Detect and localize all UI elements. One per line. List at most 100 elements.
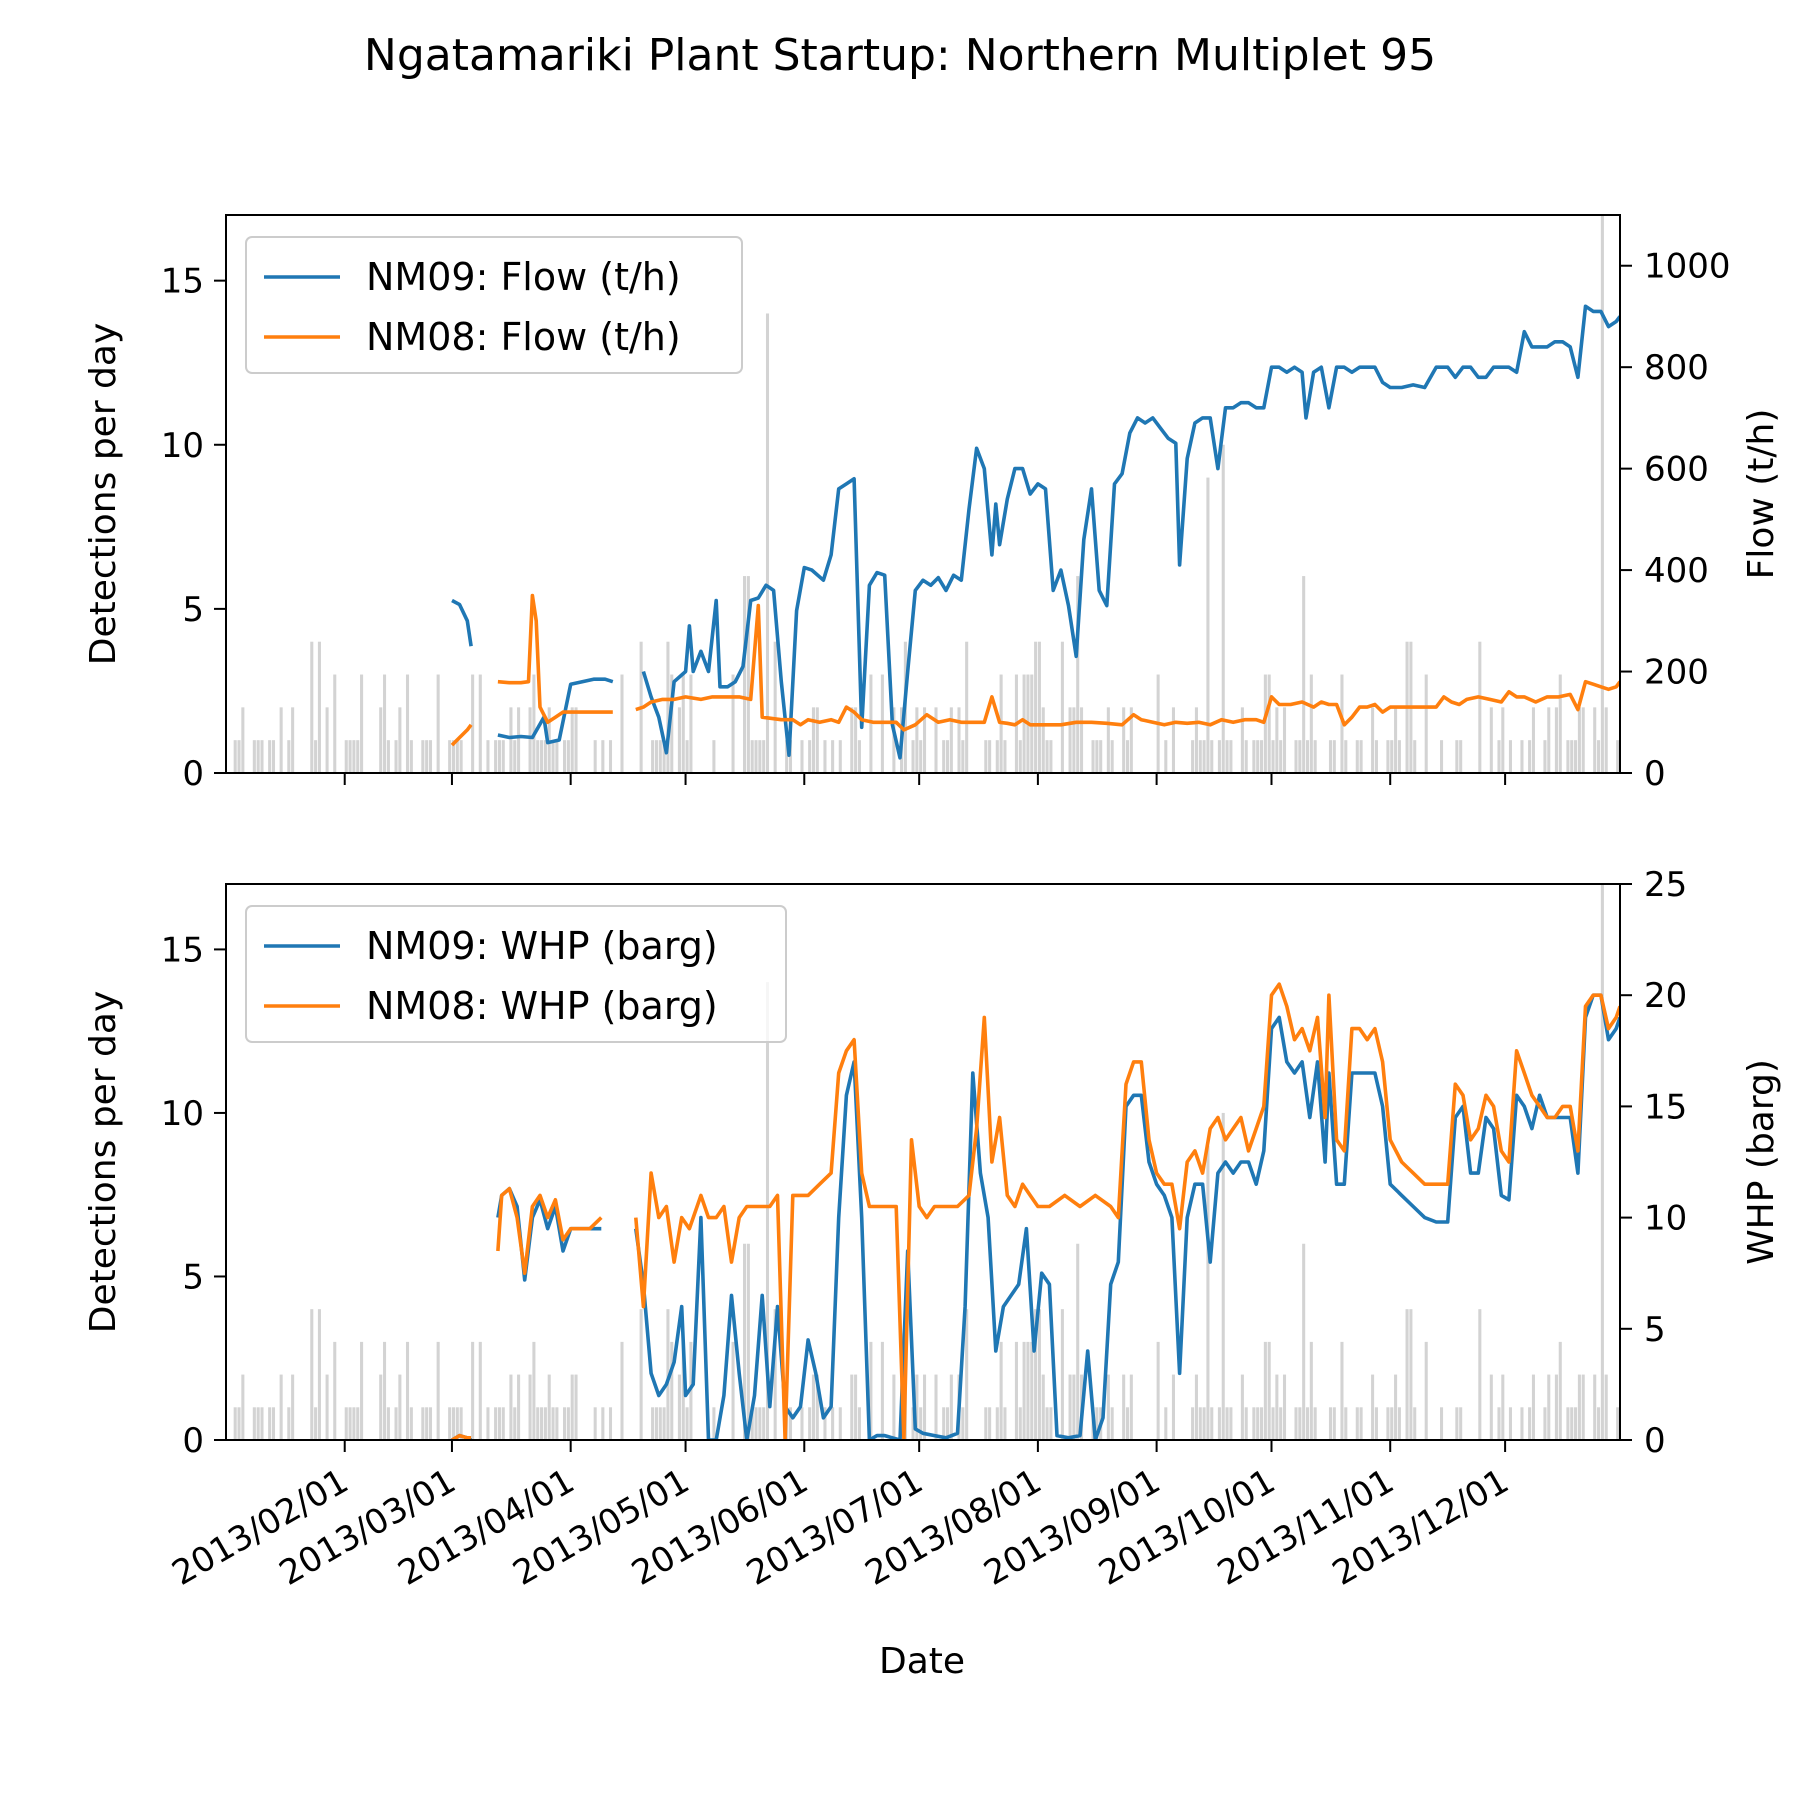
detection-bar: [513, 740, 517, 773]
detection-bar: [923, 707, 927, 773]
detection-bar: [1298, 1407, 1302, 1440]
detection-bar: [681, 674, 685, 773]
detection-bar: [965, 1309, 969, 1440]
detection-bar: [425, 1407, 429, 1440]
detection-bar: [325, 707, 329, 773]
detection-bar: [1260, 740, 1264, 773]
detection-bar: [919, 740, 923, 773]
detection-bar: [1332, 1407, 1336, 1440]
legend-box: [245, 905, 787, 1043]
detection-bar: [1520, 740, 1524, 773]
detection-bar: [857, 1407, 861, 1440]
right-tick-label: 10: [1644, 1199, 1687, 1239]
detection-bar: [838, 740, 842, 773]
detection-bar: [854, 1374, 858, 1440]
right-tick-label: 5: [1644, 1310, 1666, 1350]
detection-bar: [1302, 576, 1306, 773]
detection-bar: [601, 740, 605, 773]
detection-bar: [356, 1407, 360, 1440]
detection-bar: [608, 1407, 613, 1440]
detection-bar: [501, 1407, 505, 1440]
detection-bar: [1225, 740, 1229, 773]
detection-bar: [436, 1341, 440, 1440]
detection-bar: [662, 1407, 666, 1440]
detection-bar: [1263, 1341, 1267, 1440]
detection-bar: [961, 1407, 965, 1440]
detection-bar: [398, 1374, 402, 1440]
right-axis-label: Flow (t/h): [1741, 409, 1782, 580]
detection-bar: [1099, 740, 1103, 773]
left-tick-label: 15: [161, 262, 204, 302]
detection-bar: [1570, 740, 1574, 773]
detection-bar: [743, 576, 747, 773]
legend: NM09: Flow (t/h) NM08: Flow (t/h): [245, 236, 743, 374]
detection-bar: [1309, 1341, 1313, 1440]
detection-bar: [1267, 674, 1271, 773]
detection-bar: [1597, 1407, 1601, 1440]
detection-bar: [1217, 1407, 1221, 1440]
detection-bar: [823, 1407, 827, 1440]
detection-bar: [1076, 576, 1080, 773]
detection-bar: [287, 1407, 291, 1440]
series-lines: [451, 982, 1620, 1440]
detection-bar: [670, 674, 674, 773]
detection-bar: [1045, 740, 1049, 773]
detection-bar: [1034, 641, 1038, 773]
detection-bar: [1194, 1374, 1198, 1440]
detection-bar: [620, 1341, 624, 1440]
detection-bar: [1298, 740, 1302, 773]
detection-bar: [287, 740, 291, 773]
series-line-1: [635, 603, 1620, 732]
detection-bar: [1221, 444, 1225, 773]
detection-bar: [620, 674, 624, 773]
detection-bar: [658, 740, 662, 773]
detection-bar: [1244, 740, 1248, 773]
detection-bar: [880, 1341, 884, 1440]
detection-bar: [233, 1407, 237, 1440]
detection-bar: [788, 1407, 793, 1440]
detection-bar: [1390, 1407, 1394, 1440]
detection-bar: [268, 1407, 272, 1440]
detection-bar: [750, 1407, 754, 1440]
chart-title: Ngatamariki Plant Startup: Northern Mult…: [364, 30, 1436, 81]
detection-bar: [448, 740, 452, 773]
detection-bar: [1129, 1374, 1133, 1440]
detection-bar: [1328, 1407, 1333, 1440]
detection-bar: [451, 740, 456, 773]
detection-bar: [1060, 1309, 1064, 1440]
detection-bar: [1294, 1407, 1298, 1440]
detection-bar: [1371, 1374, 1375, 1440]
series-lines: [450, 304, 1620, 760]
detection-bar: [1263, 674, 1267, 773]
detection-bar: [1478, 1309, 1482, 1440]
detection-bar: [689, 674, 693, 773]
axes-frame: [225, 214, 1621, 774]
detection-bar: [1386, 740, 1390, 773]
detection-bar: [1577, 1374, 1581, 1440]
detection-bar: [1543, 1407, 1547, 1440]
right-tick-label: 20: [1644, 976, 1687, 1016]
detection-bar: [566, 740, 570, 773]
detection-bar: [961, 740, 965, 773]
series-line-1: [450, 723, 473, 747]
detections-bars: [233, 884, 1620, 1440]
detection-bar: [314, 1407, 318, 1440]
detection-bar: [471, 1341, 475, 1440]
detection-bar: [1581, 1374, 1585, 1440]
x-axis-label: Date: [879, 1641, 965, 1682]
detection-bar: [1003, 1407, 1007, 1440]
detection-bar: [1229, 1407, 1233, 1440]
detection-bar: [1501, 1374, 1505, 1440]
detection-bar: [1068, 1374, 1072, 1440]
detection-bar: [1191, 1407, 1195, 1440]
detection-bar: [593, 740, 597, 773]
detection-bar: [685, 1407, 689, 1440]
detection-bar: [945, 740, 950, 773]
detection-bar: [758, 740, 762, 773]
right-tick-label: 0: [1644, 1421, 1666, 1461]
detection-bar: [1030, 1341, 1034, 1440]
legend-label-1: NM08: WHP (barg): [366, 984, 718, 1028]
series-line-0: [634, 993, 1620, 1440]
detection-bar: [808, 1407, 812, 1440]
detection-bar: [1359, 740, 1363, 773]
